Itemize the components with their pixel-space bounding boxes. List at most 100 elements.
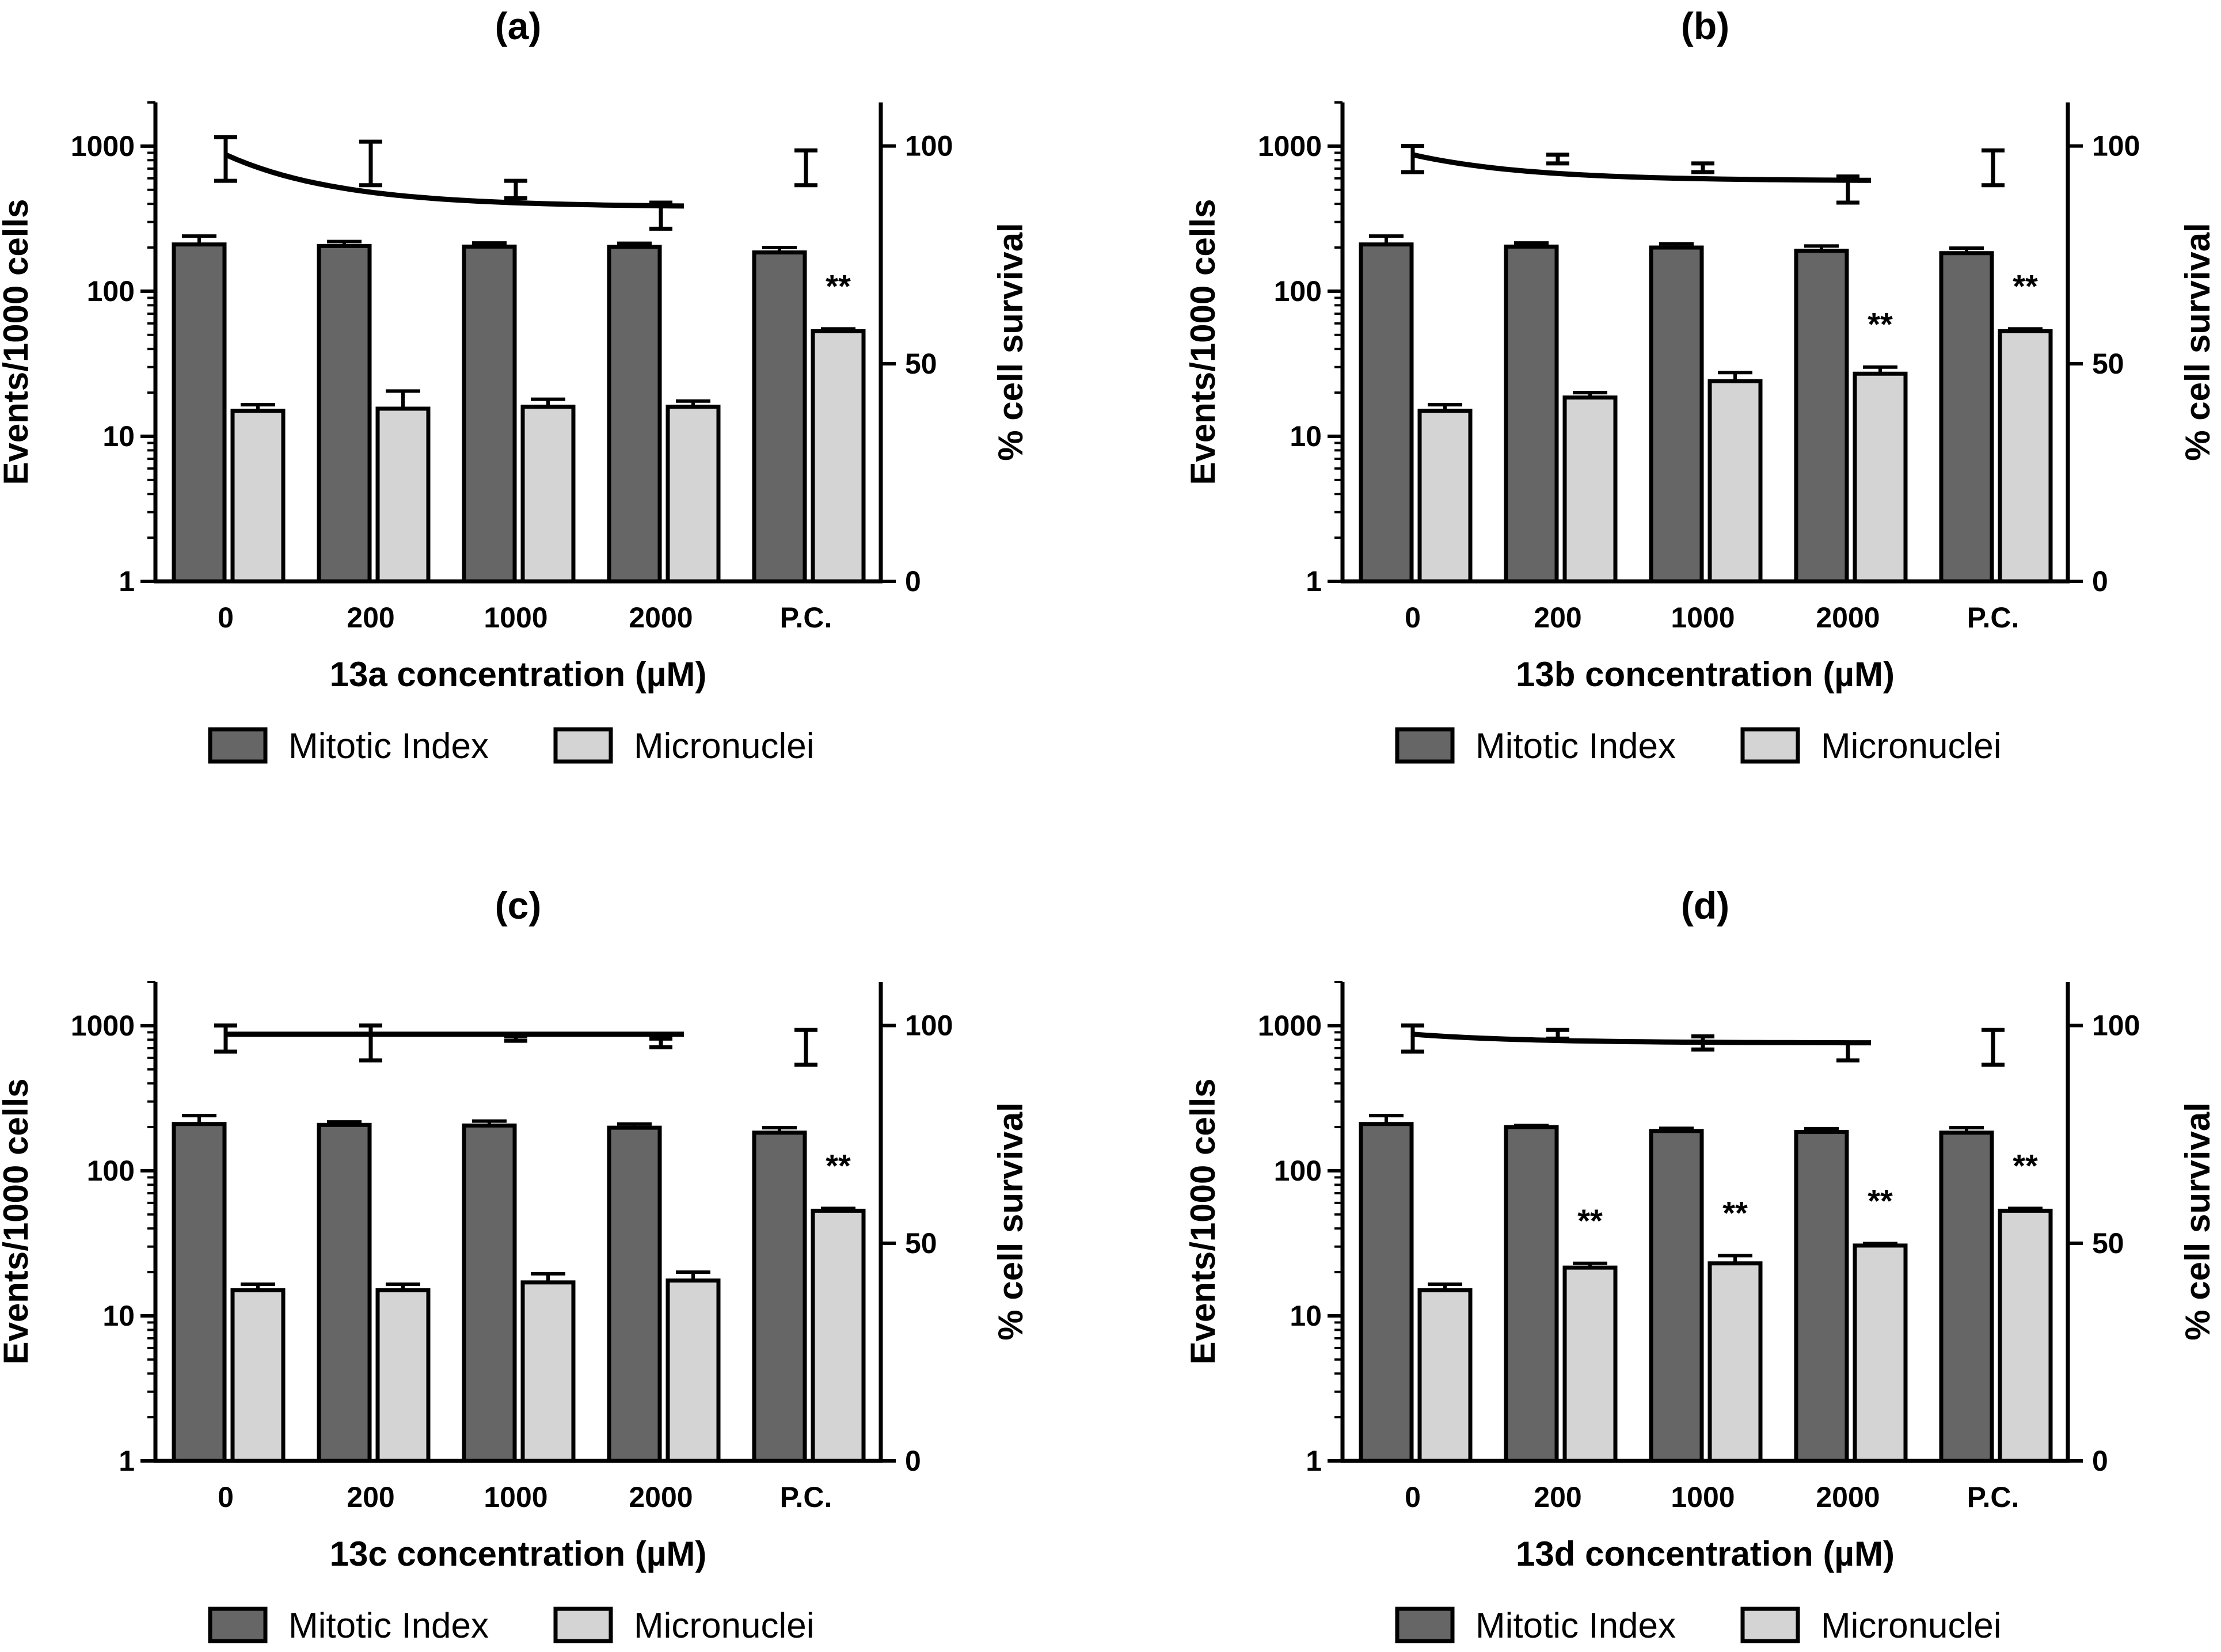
legend-swatch-mitotic-index <box>208 1607 268 1643</box>
bar-mitotic-index <box>752 1130 807 1463</box>
survival-fit-curve <box>225 152 684 209</box>
x-tick-label: 2000 <box>629 1481 693 1513</box>
significance-label: ** <box>1868 1182 1893 1219</box>
y-tick-label: 100 <box>87 1155 135 1187</box>
x-axis-title: 13c concentration (µM) <box>330 1535 707 1573</box>
y-tick-label: 10 <box>1290 1300 1322 1332</box>
significance-label: ** <box>2013 1147 2038 1183</box>
y-tick-label: 10 <box>1290 420 1322 452</box>
y-axis-title: Events/1000 cells <box>1184 199 1222 485</box>
bar-micronuclei <box>375 1288 431 1463</box>
x-tick-label: 1000 <box>1671 1481 1735 1513</box>
bar-mitotic-index <box>752 250 807 584</box>
chart-panel-3: (d) 1 10 100 1000 0 50 100 Events/1000 cells % ce… <box>1184 884 2217 1646</box>
y2-axis-title: % cell survival <box>2178 223 2217 461</box>
significance-label: ** <box>2013 268 2038 304</box>
bar-micronuclei <box>1998 329 2053 584</box>
legend-swatch-mitotic-index <box>208 727 268 764</box>
bar-mitotic-index <box>462 244 517 584</box>
y-tick-label: 1000 <box>71 1010 135 1042</box>
bar-micronuclei <box>665 1278 721 1463</box>
bar-micronuclei <box>665 405 721 584</box>
panel-title: (a) <box>495 5 542 47</box>
bar-micronuclei <box>1707 1261 1763 1463</box>
legend-label-mitotic-index: Mitotic Index <box>288 1606 489 1646</box>
y-tick-label: 100 <box>1274 1155 1322 1187</box>
x-tick-label: 0 <box>218 1481 234 1513</box>
legend-swatch-micronuclei <box>553 1607 613 1643</box>
y-tick-label: 100 <box>1274 275 1322 307</box>
x-tick-label: 0 <box>1405 602 1421 634</box>
y-tick-label: 10 <box>102 1300 135 1332</box>
y2-tick-label: 100 <box>2092 1010 2140 1042</box>
bar-micronuclei <box>1562 1265 1618 1463</box>
bar-mitotic-index <box>172 242 227 584</box>
bar-mitotic-index <box>1649 245 1704 584</box>
bar-mitotic-index <box>462 1123 517 1463</box>
bar-mitotic-index <box>317 1122 372 1463</box>
y-tick-label: 1000 <box>71 130 135 162</box>
legend-label-mitotic-index: Mitotic Index <box>288 726 489 766</box>
panel-title: (b) <box>1681 5 1729 47</box>
x-tick-label: 0 <box>1405 1481 1421 1513</box>
bar-mitotic-index <box>1504 244 1559 584</box>
legend-label-mitotic-index: Mitotic Index <box>1475 1606 1676 1646</box>
chart-panel-0: (a) 1 10 100 1000 0 50 100 Events/1000 cells % ce… <box>0 5 1030 766</box>
bar-mitotic-index <box>317 243 372 584</box>
bar-mitotic-index <box>1794 249 1849 584</box>
bar-mitotic-index <box>1794 1130 1849 1463</box>
bar-micronuclei <box>1853 1243 1908 1463</box>
legend-label-mitotic-index: Mitotic Index <box>1475 726 1676 766</box>
x-tick-label: 200 <box>347 1481 394 1513</box>
x-tick-label: 2000 <box>1816 1481 1880 1513</box>
bar-micronuclei <box>230 1288 286 1463</box>
x-tick-label: 1000 <box>484 1481 547 1513</box>
bar-mitotic-index <box>1939 1130 1994 1463</box>
y-tick-label: 1000 <box>1258 1010 1322 1042</box>
y2-tick-label: 50 <box>2092 1227 2124 1259</box>
y-tick-label: 1 <box>1306 565 1322 597</box>
bar-micronuclei <box>1417 409 1473 584</box>
y2-tick-label: 0 <box>2092 565 2108 597</box>
y2-axis-title: % cell survival <box>991 1102 1030 1341</box>
legend-label-micronuclei: Micronuclei <box>634 726 815 766</box>
legend-swatch-mitotic-index <box>1395 1607 1455 1643</box>
y-axis-title: Events/1000 cells <box>0 1078 35 1364</box>
y2-tick-label: 50 <box>2092 348 2124 380</box>
y2-tick-label: 50 <box>905 1227 937 1259</box>
y2-tick-label: 100 <box>905 1010 953 1042</box>
legend-label-micronuclei: Micronuclei <box>1821 726 2002 766</box>
bar-mitotic-index <box>1939 251 1994 584</box>
bar-mitotic-index <box>1649 1129 1704 1463</box>
bar-mitotic-index <box>1359 242 1414 584</box>
legend-swatch-micronuclei <box>1740 727 1800 764</box>
y2-tick-label: 100 <box>905 130 953 162</box>
y2-tick-label: 0 <box>905 1445 921 1477</box>
y-tick-label: 1000 <box>1258 130 1322 162</box>
bar-mitotic-index <box>172 1122 227 1463</box>
y-tick-label: 10 <box>102 420 135 452</box>
significance-label: ** <box>1722 1194 1748 1231</box>
x-axis-title: 13a concentration (µM) <box>330 655 707 694</box>
y-tick-label: 1 <box>1306 1445 1322 1477</box>
x-tick-label: 1000 <box>1671 602 1735 634</box>
legend-swatch-micronuclei <box>553 727 613 764</box>
x-tick-label: 200 <box>347 602 394 634</box>
bar-micronuclei <box>811 1208 866 1463</box>
y2-axis-title: % cell survival <box>991 223 1030 461</box>
bar-mitotic-index <box>607 1125 662 1463</box>
x-tick-label: 0 <box>218 602 234 634</box>
bar-mitotic-index <box>1359 1122 1414 1463</box>
legend-label-micronuclei: Micronuclei <box>634 1606 815 1646</box>
y2-tick-label: 0 <box>2092 1445 2108 1477</box>
y2-tick-label: 0 <box>905 565 921 597</box>
y2-tick-label: 50 <box>905 348 937 380</box>
legend-swatch-mitotic-index <box>1395 727 1455 764</box>
survival-fit-curve <box>1412 152 1872 183</box>
x-axis-title: 13b concentration (µM) <box>1516 655 1895 694</box>
x-tick-label: P.C. <box>1967 1481 2020 1513</box>
bar-micronuclei <box>1853 371 1908 584</box>
y-tick-label: 100 <box>87 275 135 307</box>
panel-title: (d) <box>1681 884 1729 927</box>
